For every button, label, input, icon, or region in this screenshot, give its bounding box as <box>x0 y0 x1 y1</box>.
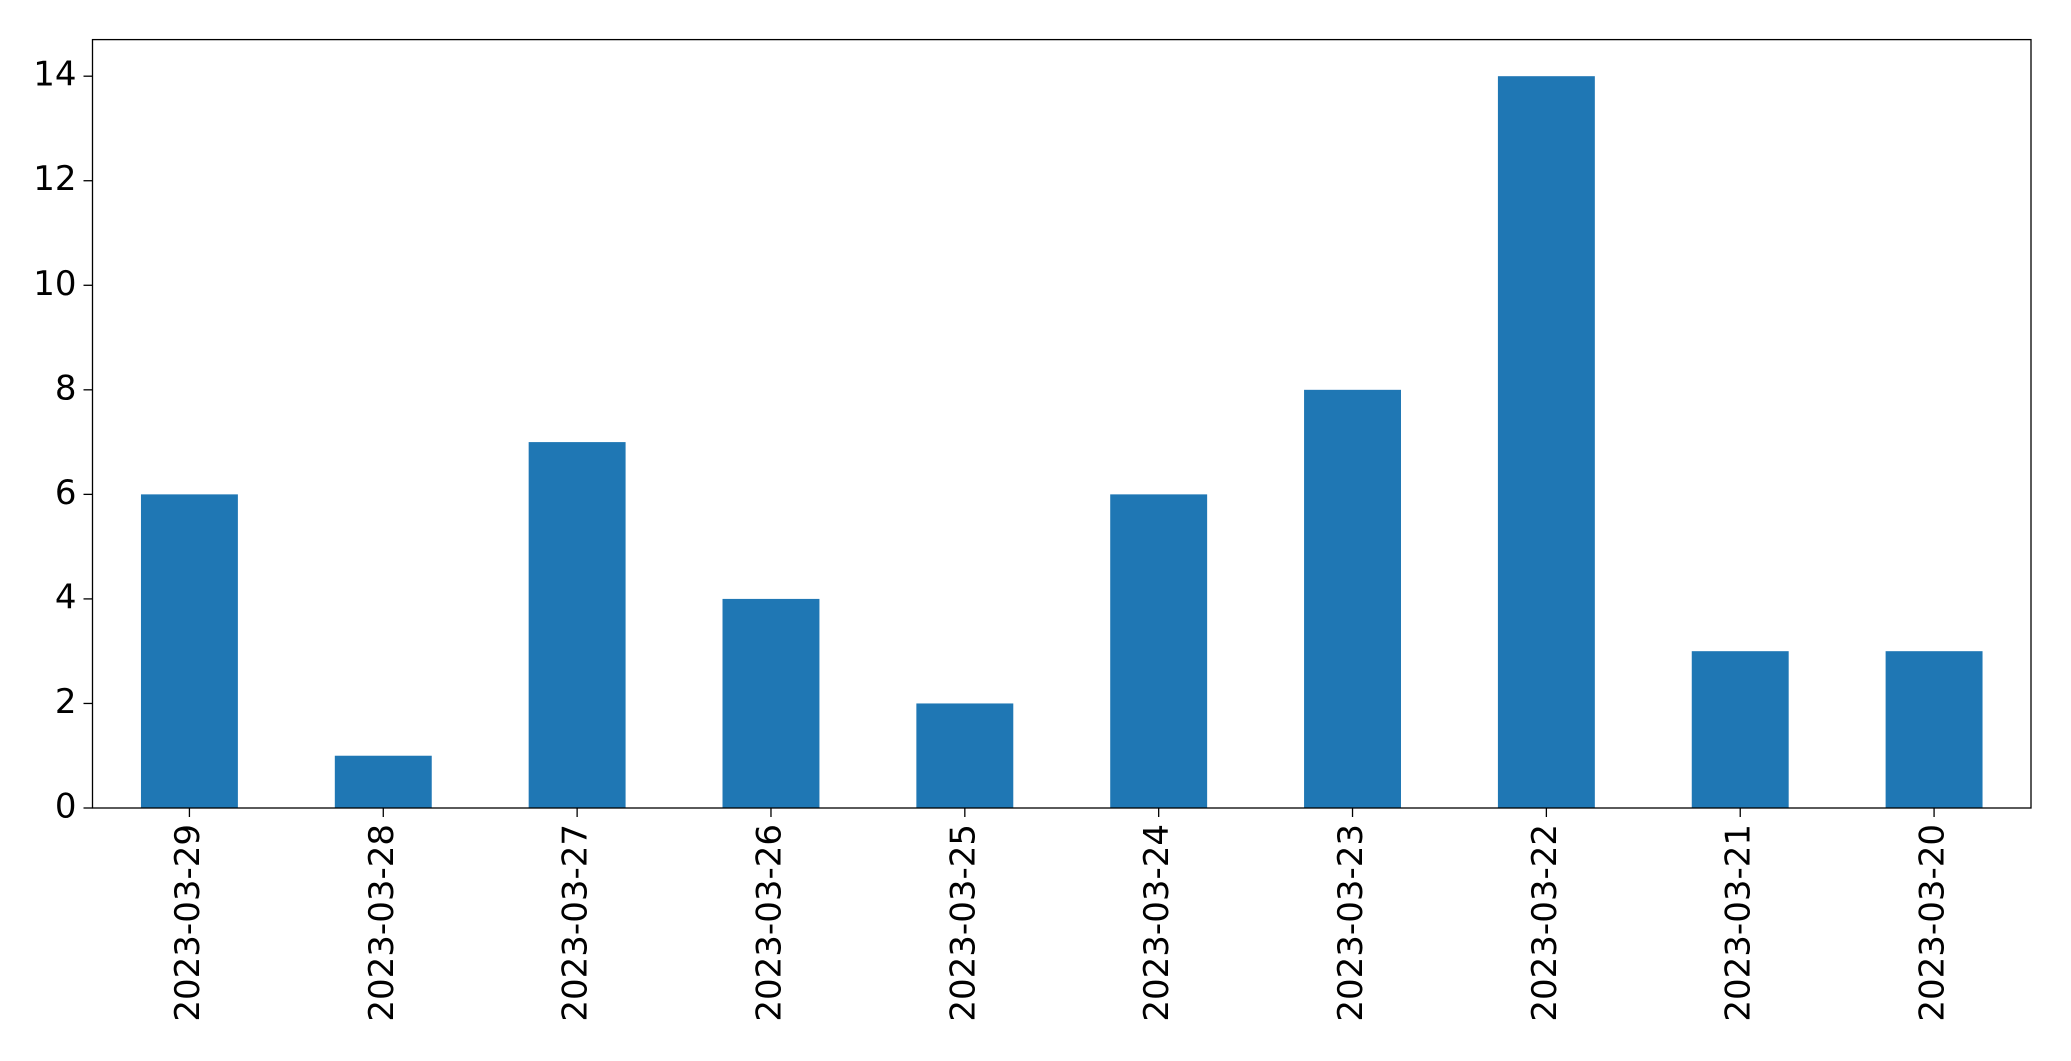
y-tick-label: 0 <box>55 787 77 827</box>
x-tick-label: 2023-03-22 <box>1525 824 1565 1022</box>
y-tick-label: 8 <box>55 368 77 408</box>
y-tick-label: 2 <box>55 682 77 722</box>
x-tick-label: 2023-03-26 <box>749 824 789 1022</box>
x-tick-label: 2023-03-21 <box>1719 824 1759 1022</box>
bar <box>1304 389 1401 808</box>
plot-frame <box>91 38 2032 809</box>
y-tick-label: 12 <box>33 159 76 199</box>
x-tick-label: 2023-03-20 <box>1913 824 1953 1022</box>
x-tick-label: 2023-03-27 <box>556 824 596 1022</box>
bar <box>916 703 1014 808</box>
y-tick-label: 14 <box>33 55 76 95</box>
x-tick-label: 2023-03-28 <box>362 824 402 1022</box>
y-tick-label: 4 <box>55 577 77 617</box>
y-tick-label: 10 <box>33 264 76 304</box>
bar <box>140 494 238 808</box>
x-tick-label: 2023-03-23 <box>1331 824 1371 1022</box>
bar <box>722 598 820 808</box>
bar <box>528 442 626 808</box>
x-tick-label: 2023-03-29 <box>168 824 208 1022</box>
bar <box>334 755 432 808</box>
x-tick-label: 2023-03-25 <box>943 824 983 1022</box>
bar <box>1110 494 1208 808</box>
bar <box>1691 651 1789 808</box>
bar <box>1497 76 1595 808</box>
x-tick-label: 2023-03-24 <box>1137 824 1177 1022</box>
bar <box>1885 651 1983 808</box>
y-tick-label: 6 <box>55 473 77 513</box>
